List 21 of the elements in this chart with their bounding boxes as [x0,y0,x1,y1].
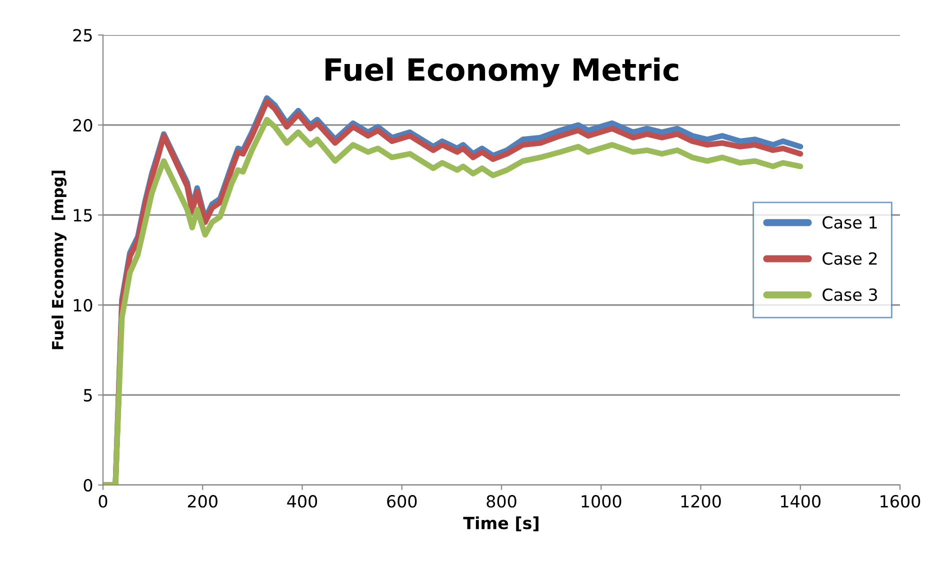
y-tick-label: 20 [73,118,92,132]
x-tick-label: 1200 [681,495,721,508]
x-tick-label: 0 [98,495,108,508]
y-tick-label: 25 [73,28,92,42]
legend-label: Case 3 [822,288,877,301]
text: Fuel Economy Metric [326,57,678,88]
y-tick-label: 0 [84,478,92,492]
x-tick-label: 1400 [780,495,820,508]
x-tick-label: 800 [486,495,516,508]
y-tick-label: 5 [84,389,92,402]
legend-label: Case 2 [822,252,877,265]
x-tick-label: 1600 [880,495,920,508]
x-tick-label: 400 [287,495,318,508]
y-tick-label: 10 [74,298,92,312]
legend-label: Case 1 [822,216,877,229]
y-tick-label: 15 [74,209,92,222]
x-tick-label: 600 [387,495,417,508]
x-tick-label: 1000 [582,495,622,508]
x-tick-label: 200 [188,495,218,508]
y-axis-title: Fuel Economy [mpg] [52,170,67,350]
x-axis-title: Time [s] [463,516,538,532]
